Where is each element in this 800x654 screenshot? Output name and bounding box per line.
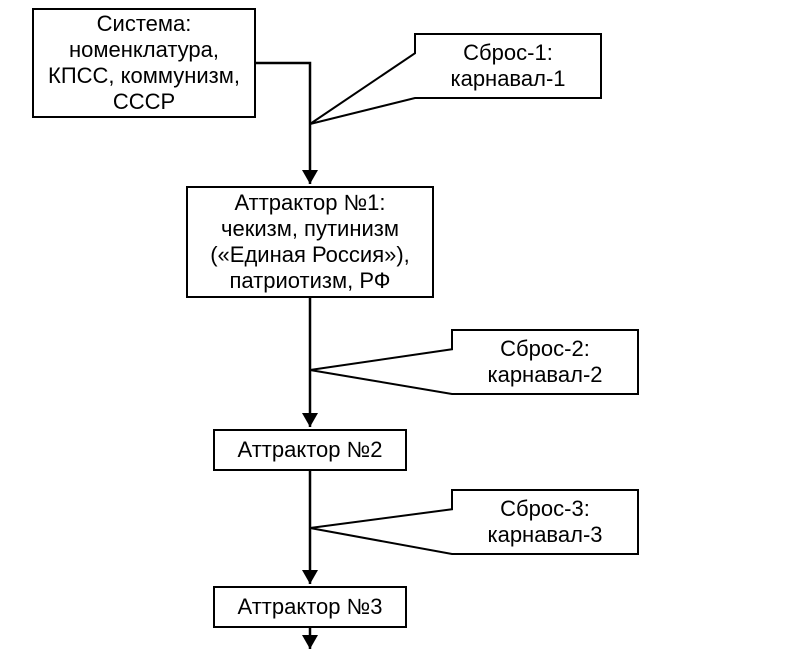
arrowhead xyxy=(302,635,318,649)
attractor2-line-0: Аттрактор №2 xyxy=(238,437,383,462)
attractor1-line-0: Аттрактор №1: xyxy=(234,190,385,215)
sbros1-line-0: Сброс-1: xyxy=(463,40,553,65)
connector xyxy=(255,63,310,184)
system-line-2: КПСС, коммунизм, xyxy=(48,63,240,88)
system-line-3: СССР xyxy=(113,89,175,114)
attractor1-line-3: патриотизм, РФ xyxy=(230,268,391,293)
sbros3-line-1: карнавал-3 xyxy=(487,522,602,547)
attractor3-line-0: Аттрактор №3 xyxy=(238,594,383,619)
arrowhead xyxy=(302,413,318,427)
attractor1-line-2: («Единая Россия»), xyxy=(210,242,410,267)
sbros1-line-1: карнавал-1 xyxy=(450,66,565,91)
sbros2-line-1: карнавал-2 xyxy=(487,362,602,387)
system-line-1: номенклатура, xyxy=(69,37,219,62)
sbros3-line-0: Сброс-3: xyxy=(500,496,590,521)
system-line-0: Система: xyxy=(97,11,192,36)
sbros2-line-0: Сброс-2: xyxy=(500,336,590,361)
arrowhead xyxy=(302,570,318,584)
attractor1-line-1: чекизм, путинизм xyxy=(221,216,399,241)
arrowhead xyxy=(302,170,318,184)
